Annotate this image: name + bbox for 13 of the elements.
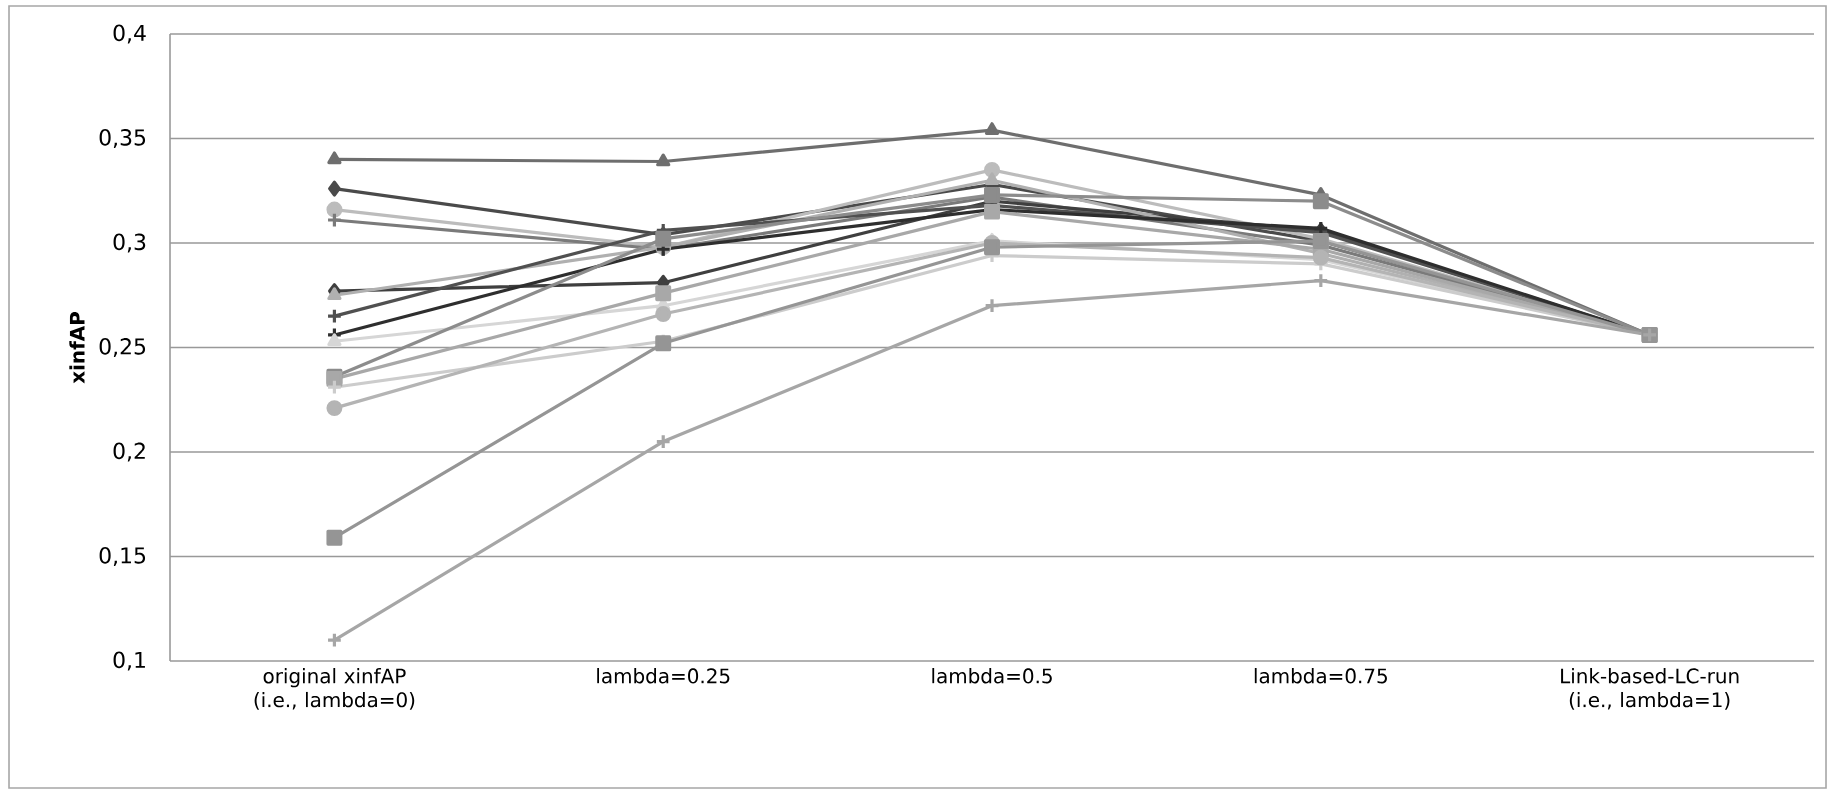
y-tick-label: 0,15 xyxy=(99,547,146,566)
y-tick-label: 0,2 xyxy=(113,442,145,462)
y-tick-label: 0,3 xyxy=(113,233,146,253)
y-tick-label: 0,1 xyxy=(113,651,145,671)
y-tick-label: 0,25 xyxy=(99,338,146,357)
x-tick-label: lambda=0.25 xyxy=(597,668,730,684)
y-tick-label: 0,4 xyxy=(113,24,146,44)
y-tick-label: 0,35 xyxy=(99,129,146,148)
x-tick-label: lambda=0.5 xyxy=(932,668,1052,684)
y-axis-title: xinfAP xyxy=(69,312,85,384)
x-tick-label: lambda=0.75 xyxy=(1254,668,1387,684)
x-tick-label: Link-based-LC-run (i.e., lambda=1) xyxy=(1561,668,1739,710)
x-tick-label: original xinfAP (i.e., lambda=0) xyxy=(254,668,415,710)
